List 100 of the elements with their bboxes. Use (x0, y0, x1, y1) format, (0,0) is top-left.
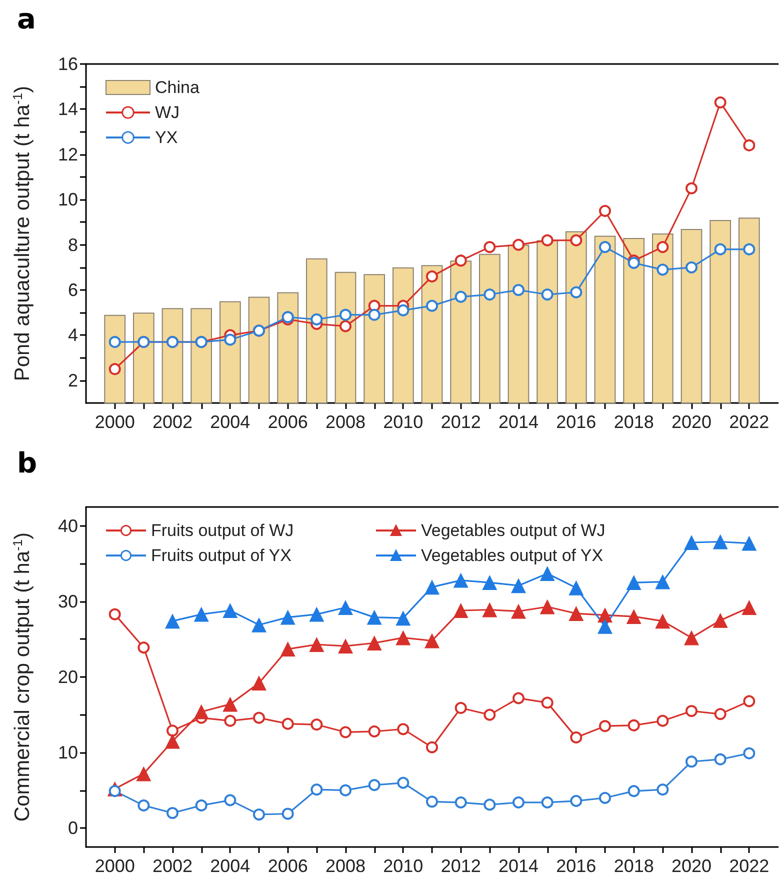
chart-title: b (17, 446, 38, 480)
y-tick-label: 16 (58, 54, 78, 74)
point (224, 334, 236, 346)
point (655, 614, 670, 629)
point (396, 610, 411, 626)
x-tick-label: 2008 (325, 412, 366, 432)
point (224, 794, 236, 806)
point (712, 612, 728, 628)
point (742, 536, 757, 551)
point (340, 308, 352, 321)
x-tick-label: 2014 (498, 856, 539, 876)
y-axis-title: Commercial crop output (t ha-1) (10, 532, 34, 822)
legend-label: Vegetables output of WJ (421, 521, 606, 540)
point (397, 776, 410, 789)
legend-label: WJ (155, 103, 180, 122)
x-tick-label: 2016 (556, 856, 596, 876)
point (309, 637, 324, 652)
x-tick-label: 2000 (94, 412, 135, 432)
point (656, 784, 669, 796)
point (222, 696, 238, 712)
point (484, 241, 496, 254)
point (599, 720, 611, 732)
point (540, 566, 555, 581)
point (282, 718, 294, 730)
point (310, 784, 323, 796)
point (424, 633, 440, 648)
y-tick-label: 40 (58, 516, 78, 536)
point (253, 712, 265, 724)
point (397, 723, 410, 736)
y-tick-label: 8 (68, 234, 78, 255)
point (482, 575, 498, 590)
x-tick-label: 2002 (152, 856, 193, 876)
x-tick-label: 2010 (383, 856, 424, 876)
x-tick-label: 2014 (498, 412, 539, 432)
y-tick-label: 10 (58, 742, 78, 763)
point (194, 606, 209, 622)
point (280, 610, 296, 625)
legend-label: Fruits output of YX (151, 546, 292, 565)
point (743, 139, 756, 152)
y-tick-label: 4 (68, 325, 78, 346)
point (512, 284, 524, 296)
point (195, 799, 208, 812)
point (568, 606, 584, 622)
point (714, 96, 726, 108)
point (426, 796, 438, 808)
x-tick-label: 2012 (440, 412, 481, 432)
point (684, 535, 699, 550)
point (366, 610, 382, 625)
point (712, 534, 728, 550)
point (482, 602, 498, 618)
legend-label: YX (155, 128, 178, 147)
point (138, 642, 150, 654)
point (397, 304, 410, 316)
point (540, 599, 555, 614)
x-tick-label: 2016 (556, 412, 596, 432)
point (484, 288, 496, 301)
point (656, 241, 669, 254)
x-tick-label: 2012 (440, 856, 481, 876)
x-tick-label: 2004 (210, 856, 250, 876)
point (512, 796, 524, 808)
y-tick-label: 6 (68, 280, 78, 300)
y-axis-title: Pond aquaculture output (t ha-1) (10, 86, 34, 382)
y-tick-label: 10 (58, 190, 78, 210)
legend-label: Fruits output of WJ (151, 521, 294, 540)
y-tick-label: 0 (68, 818, 78, 838)
point (280, 642, 296, 657)
point (743, 243, 756, 256)
point (454, 702, 467, 714)
point (628, 785, 640, 798)
chart-title: a (17, 2, 36, 36)
point (166, 724, 178, 737)
point (570, 794, 582, 807)
point (222, 603, 238, 618)
point (338, 600, 353, 615)
point (686, 261, 698, 274)
point (253, 808, 265, 821)
point (165, 614, 180, 629)
point (338, 638, 353, 654)
point (686, 182, 698, 194)
point (108, 785, 121, 798)
point (686, 705, 698, 717)
point (570, 234, 582, 246)
point (599, 792, 611, 804)
point (742, 600, 757, 615)
point (484, 798, 496, 811)
x-tick-label: 2020 (671, 412, 712, 432)
point (599, 241, 611, 254)
point (366, 636, 382, 650)
legend-label: China (155, 78, 200, 97)
point (108, 336, 121, 348)
x-tick-label: 2008 (325, 856, 366, 876)
point (453, 572, 468, 588)
point (282, 808, 294, 820)
y-tick-label: 20 (58, 667, 78, 687)
point (628, 719, 640, 732)
point (252, 617, 266, 632)
point (512, 692, 524, 704)
y-tick-label: 14 (58, 99, 78, 120)
point (598, 618, 612, 634)
point (454, 254, 467, 267)
